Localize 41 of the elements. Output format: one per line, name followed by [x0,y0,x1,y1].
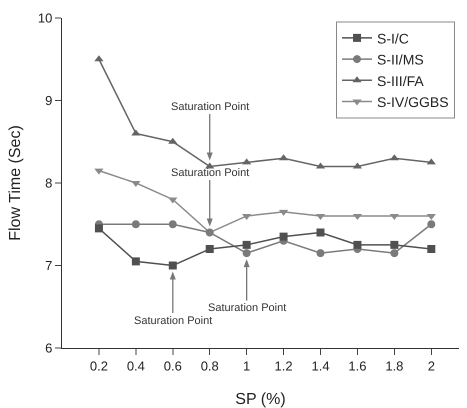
legend-label: S-II/MS [377,52,424,68]
x-tick-label: 0.2 [90,358,108,374]
point [242,240,251,249]
x-tick-label: 1.6 [348,358,366,374]
x-tick-label: 1.2 [274,358,293,374]
legend-label: S-IV/GGBS [377,94,449,110]
x-tick-label: 1.8 [385,358,404,374]
point [390,249,398,258]
y-axis-title: Flow Time (Sec) [7,125,24,241]
x-tick-label: 1.4 [311,358,330,374]
x-tick-label: 1 [243,358,250,374]
point [427,245,436,253]
y-tick-label: 9 [45,93,52,108]
annotation: Saturation Point [208,302,286,314]
x-tick-label: 2 [428,358,435,374]
point [390,240,398,249]
legend-label: S-III/FA [377,72,424,89]
point [242,249,251,258]
point [132,220,140,228]
point [427,220,436,228]
annotation: Saturation Point [171,101,250,113]
x-tick-label: 0.6 [164,358,182,374]
y-tick-label: 8 [45,176,52,191]
point [168,262,177,270]
point [168,220,177,228]
annotation: Saturation Point [134,315,212,327]
point [316,228,325,236]
annotation: Saturation Point [171,167,250,179]
point [353,240,362,249]
x-tick-label: 0.4 [126,358,145,374]
y-tick-label: 6 [45,340,52,356]
point [316,249,325,258]
y-tick-label: 10 [38,10,52,26]
point [206,245,214,253]
point [94,224,103,232]
x-axis-title: SP (%) [235,391,286,408]
point [132,257,140,266]
legend-label: S-I/C [377,30,409,46]
x-tick-label: 0.8 [200,358,219,374]
point [280,232,288,241]
y-tick-label: 7 [45,258,52,274]
